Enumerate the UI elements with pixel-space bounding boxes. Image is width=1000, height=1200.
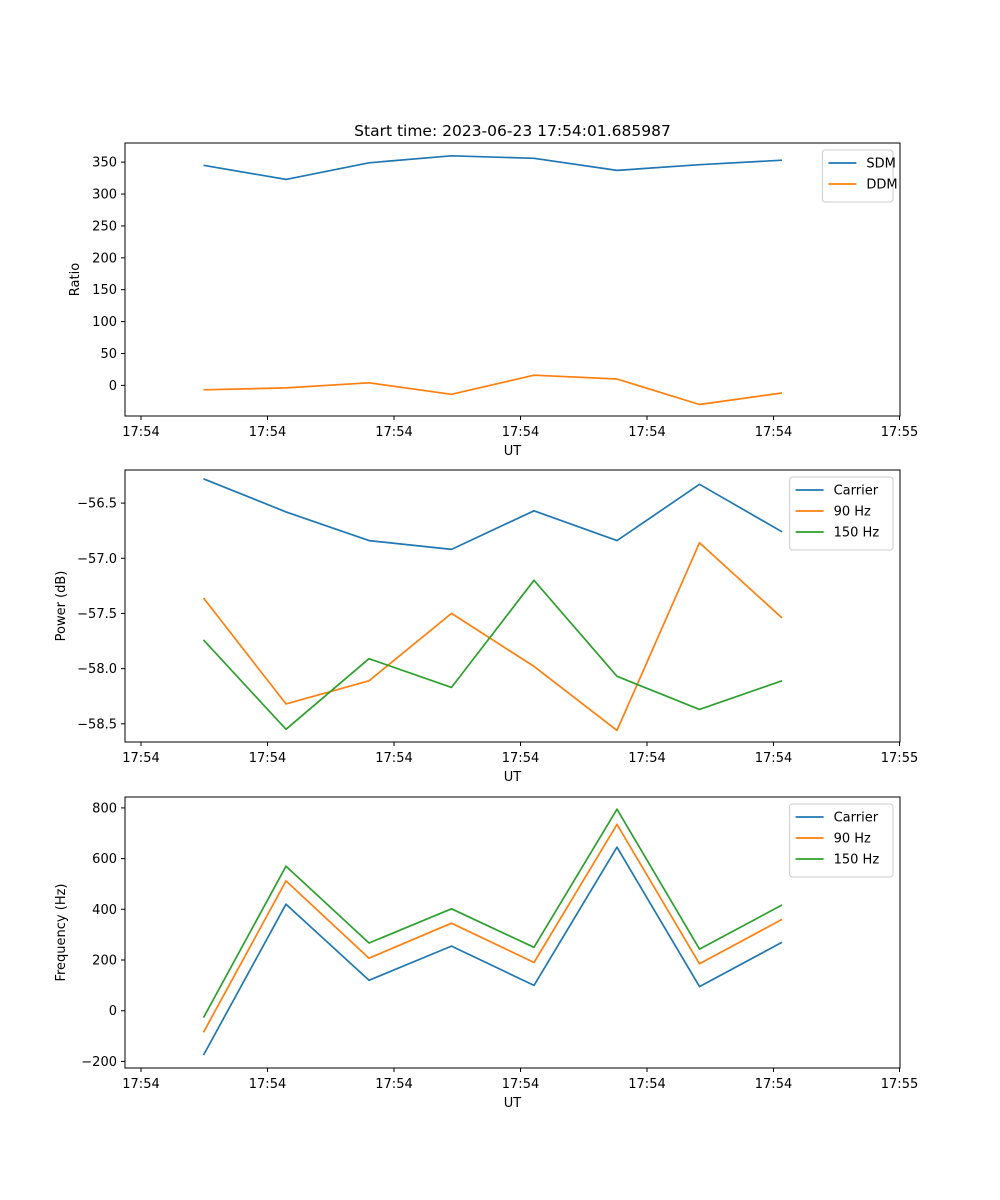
panels: 17:54 17:54 17:54 17:54 17:54 17:54 17:55 0 50 10… <box>54 142 918 1111</box>
y-tick-label: 800 <box>92 801 117 816</box>
x-tick-label: 17:54 <box>628 425 665 440</box>
legend: Carrier 90 Hz 150 Hz <box>789 803 894 878</box>
plot-frame <box>124 469 901 743</box>
y-tick-label: 0 <box>109 379 117 394</box>
y-tick-label: −57.5 <box>77 607 117 622</box>
legend-entry: 150 Hz <box>834 526 880 541</box>
x-axis-label: UT <box>504 444 522 459</box>
legend: SDM DDM <box>821 149 898 203</box>
x-tick-label: 17:54 <box>755 1077 792 1092</box>
y-tick-label: 200 <box>92 954 117 969</box>
x-tick-label: 17:54 <box>249 425 286 440</box>
y-axis-label: Ratio <box>68 263 83 296</box>
panel-3: 17:54 17:54 17:54 17:54 17:54 17:54 17:55 −200 0… <box>54 796 918 1111</box>
plot-frame <box>124 142 901 417</box>
x-tick-label: 17:54 <box>628 751 665 766</box>
chart-title: Start time: 2023-06-23 17:54:01.685987 <box>354 122 671 140</box>
legend-entry: 150 Hz <box>834 853 880 868</box>
legend-entry: DDM <box>866 178 897 193</box>
y-axis-label: Power (dB) <box>54 571 69 642</box>
legend-entry: SDM <box>866 157 895 172</box>
x-tick-label: 17:54 <box>375 1077 412 1092</box>
x-tick-label: 17:54 <box>249 1077 286 1092</box>
y-tick-label: 50 <box>100 347 117 362</box>
x-tick-label: 17:55 <box>881 425 918 440</box>
x-tick-label: 17:54 <box>502 751 539 766</box>
y-tick-label: 100 <box>92 315 117 330</box>
y-tick-label: 250 <box>92 219 117 234</box>
x-axis-label: UT <box>504 770 522 785</box>
x-tick-label: 17:54 <box>755 751 792 766</box>
x-tick-label: 17:54 <box>375 425 412 440</box>
series-line-carrier <box>203 478 783 551</box>
legend-entry: 90 Hz <box>834 505 871 520</box>
series-line-sdm <box>203 154 783 181</box>
legend-entry: 90 Hz <box>834 832 871 847</box>
legend-entry: Carrier <box>834 811 879 826</box>
y-tick-label: 150 <box>92 283 117 298</box>
x-tick-label: 17:54 <box>122 1077 159 1092</box>
y-tick-label: −58.5 <box>77 717 117 732</box>
x-tick-label: 17:54 <box>502 1077 539 1092</box>
x-tick-label: 17:54 <box>375 751 412 766</box>
series-line-carrier <box>202 846 783 1056</box>
panel-1: 17:54 17:54 17:54 17:54 17:54 17:54 17:55 0 50 10… <box>68 142 918 459</box>
x-tick-label: 17:54 <box>122 751 159 766</box>
legend-entry: Carrier <box>834 484 879 499</box>
y-tick-label: 0 <box>109 1004 117 1019</box>
x-tick-label: 17:54 <box>122 425 159 440</box>
x-tick-label: 17:54 <box>502 425 539 440</box>
x-tick-label: 17:54 <box>249 751 286 766</box>
y-tick-label: 200 <box>92 251 117 266</box>
x-tick-label: 17:54 <box>755 425 792 440</box>
y-tick-label: −57.0 <box>77 552 117 567</box>
series-line-150-hz <box>202 579 783 731</box>
y-tick-label: −200 <box>81 1055 117 1070</box>
legend: Carrier 90 Hz 150 Hz <box>789 476 894 551</box>
y-tick-label: 350 <box>92 156 117 171</box>
x-tick-label: 17:55 <box>881 751 918 766</box>
y-tick-label: −56.5 <box>77 497 117 512</box>
y-tick-label: 600 <box>92 852 117 867</box>
plot-frame <box>124 796 901 1069</box>
y-tick-label: 400 <box>92 903 117 918</box>
x-tick-label: 17:54 <box>628 1077 665 1092</box>
y-tick-label: 300 <box>92 188 117 203</box>
x-axis-label: UT <box>504 1096 522 1111</box>
y-tick-label: −58.0 <box>77 662 117 677</box>
series-line-90-hz <box>202 823 783 1033</box>
series-line-90-hz <box>202 541 783 732</box>
y-axis-label: Frequency (Hz) <box>54 883 69 981</box>
series-line-ddm <box>203 374 783 406</box>
series-line-150-hz <box>202 808 783 1019</box>
x-tick-label: 17:55 <box>881 1077 918 1092</box>
panel-2: 17:54 17:54 17:54 17:54 17:54 17:54 17:55 −58.5… <box>54 469 918 785</box>
